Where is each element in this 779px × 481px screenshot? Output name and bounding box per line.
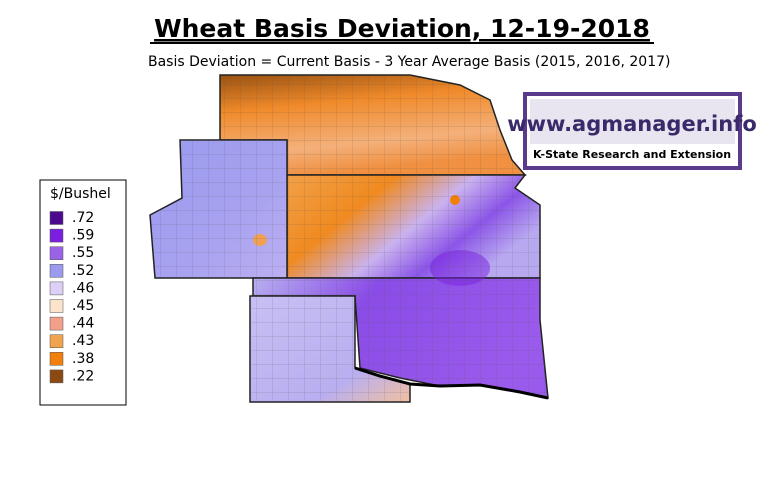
legend-label: .59 bbox=[72, 228, 94, 244]
legend-swatch bbox=[49, 264, 64, 278]
legend-swatch bbox=[49, 334, 64, 348]
legend-label: .22 bbox=[72, 368, 94, 384]
map bbox=[149, 74, 549, 403]
legend-label: .45 bbox=[72, 298, 94, 314]
legend-swatch bbox=[49, 246, 64, 260]
county-grid bbox=[150, 75, 548, 402]
legend-swatch bbox=[49, 369, 64, 384]
logo: www.agmanager.info K-State Research and … bbox=[507, 92, 757, 170]
legend: $/Bushel .72 .59.55 .52.46 .45 .44.43 .38.22 bbox=[39, 179, 127, 406]
legend-label: .38 bbox=[72, 351, 94, 367]
legend-label: .46 bbox=[72, 280, 94, 296]
legend-label: .52 bbox=[72, 263, 94, 279]
legend-label: .55 bbox=[72, 245, 94, 261]
legend-swatch bbox=[49, 352, 64, 366]
legend-label: .44 bbox=[72, 316, 94, 332]
red-river bbox=[354, 366, 549, 400]
legend-swatch bbox=[49, 281, 64, 296]
legend-label: .72 bbox=[72, 210, 94, 226]
subtitle: Basis Deviation = Current Basis - 3 Year… bbox=[148, 54, 670, 70]
legend-swatch bbox=[49, 299, 64, 313]
legend-swatch bbox=[49, 228, 64, 243]
legend-swatch bbox=[49, 211, 64, 225]
logo-url: www.agmanager.info bbox=[507, 112, 757, 136]
title: Wheat Basis Deviation, 12-19-2018 bbox=[154, 14, 650, 43]
logo-org: K-State Research and Extension bbox=[533, 148, 731, 161]
legend-title: $/Bushel bbox=[50, 186, 111, 202]
legend-label: .43 bbox=[72, 333, 94, 349]
logo-band bbox=[530, 99, 735, 144]
legend-swatch bbox=[49, 316, 64, 331]
